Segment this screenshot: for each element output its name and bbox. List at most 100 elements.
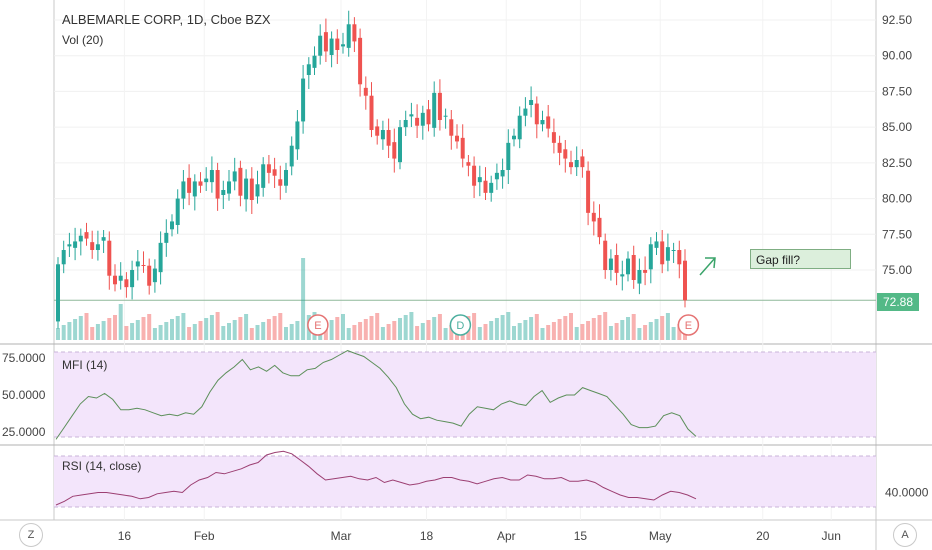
volume-bar [443,328,448,340]
candle-body [398,127,402,163]
volume-bar [249,328,254,340]
time-tick-label: 15 [574,529,588,543]
volume-bar [278,313,283,340]
candle-body [660,241,665,265]
volume-bar [187,327,192,340]
candle-body [506,142,511,170]
candle-body [284,170,288,186]
volume-bar [141,317,146,340]
volume-bar [221,326,226,340]
candle-body [557,142,562,153]
volume-bar [130,323,135,340]
candle-body [677,250,682,265]
candle-body [608,258,613,270]
candle-body [494,172,499,180]
candle-body [175,198,180,225]
candle-body [187,177,192,193]
time-tick-label: Feb [194,529,215,543]
candle-body [227,181,231,194]
volume-bar [665,313,670,340]
candle-body [363,87,368,96]
volume-bar [352,325,357,340]
volume-bar [56,328,60,340]
candle-body [107,240,112,276]
candle-body [130,270,135,288]
event-marker-circle [307,314,329,336]
gap-fill-note[interactable]: Gap fill? [750,249,851,269]
volume-bar [113,315,117,340]
volume-bar [284,327,288,340]
volume-bar [363,319,368,340]
candle-body [244,178,249,200]
candle-body [643,270,648,273]
candle-body [512,135,516,140]
candle-body [266,164,271,173]
mfi-band [54,352,876,437]
volume-bar [215,312,220,340]
volume-bar [472,313,477,340]
volume-bar [295,321,300,340]
candle-body [295,121,300,150]
candle-body [392,142,397,159]
candle-body [466,162,471,166]
candle-body [255,184,260,197]
price-tick-label: 85.00 [882,120,912,134]
volume-bar [375,313,380,340]
volume-bar [557,319,562,340]
volume-bar [301,258,306,340]
candle-body [551,132,556,143]
candle-body [170,221,174,230]
candle-body [472,165,477,186]
volume-bar [597,315,602,340]
volume-bar [626,317,630,340]
time-tick-label: Mar [331,529,352,543]
volume-bar [232,320,237,340]
candle-body [352,24,357,42]
candle-body [118,275,123,281]
volume-bar [540,328,545,340]
candle-body [483,180,488,193]
candle-body [90,242,95,250]
event-marker: D [449,314,472,336]
event-marker-circle [449,314,472,336]
candle-body [443,115,448,117]
volume-bar [272,316,277,340]
volume-bar [534,314,539,340]
rsi-band [54,456,876,507]
candle-body [654,241,659,248]
candle-body [221,190,226,195]
event-marker-label: E [685,320,692,332]
price-tick-label: 80.00 [882,192,912,206]
volume-bar [574,327,579,340]
volume-bar [135,320,140,340]
candle-body [477,177,482,183]
candle-body [78,235,83,242]
candle-body [449,119,454,136]
candle-body [215,170,220,199]
volume-bar [346,328,351,340]
volume-bar [67,322,72,340]
candle-body [403,120,408,128]
candle-body [323,32,328,52]
candle-body [358,37,363,85]
candle-body [73,241,78,248]
volume-bar [523,320,528,340]
scale-mode-button-left[interactable]: Z [19,523,43,547]
volume-bar [489,321,494,340]
candle-body [637,270,642,284]
volume-bar [660,316,665,340]
candle-body [569,162,573,168]
volume-bar [164,322,169,340]
volume-bar [358,322,363,340]
volume-bar [170,319,174,340]
auto-scale-button[interactable]: A [893,523,917,547]
volume-bar [654,319,659,340]
candle-body [420,112,425,126]
volume-bar [147,314,152,340]
volume-bar [238,317,243,340]
volume-bar [643,325,648,340]
candle-body [56,264,60,322]
volume-bar [426,320,431,340]
candle-body [113,275,117,285]
volume-bar [204,318,209,340]
